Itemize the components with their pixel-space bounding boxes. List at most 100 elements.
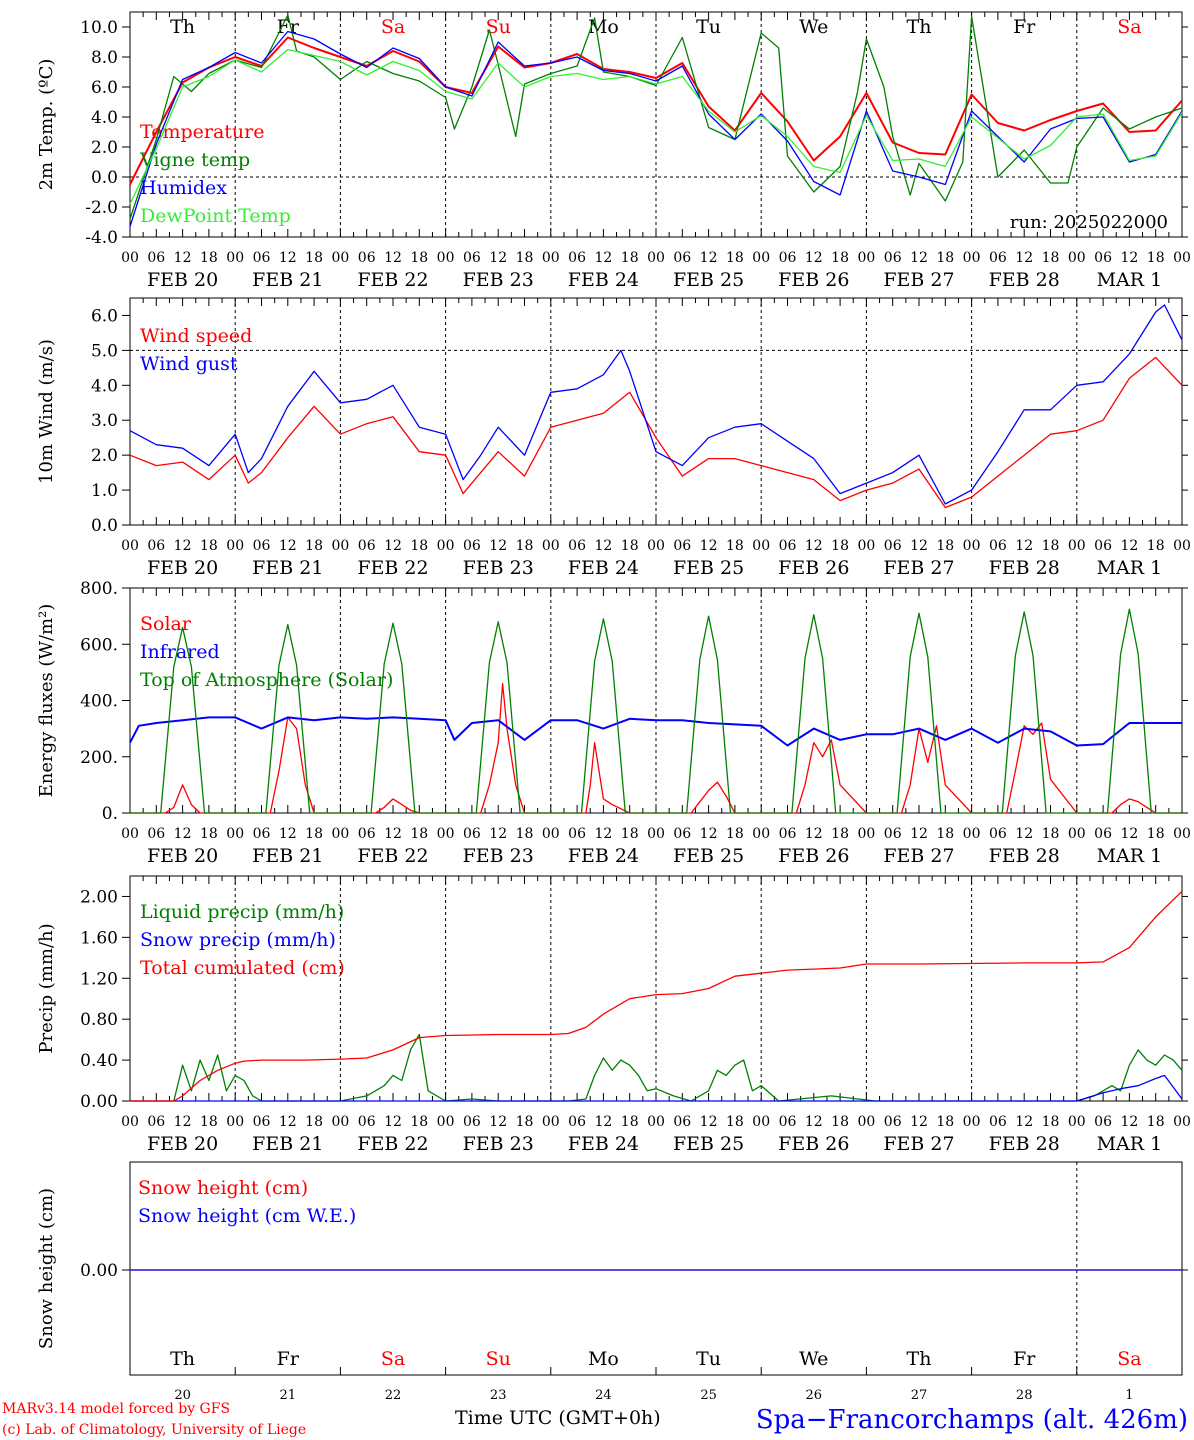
day-number-label: 25 <box>700 1388 717 1403</box>
hour-label: 12 <box>384 250 402 266</box>
hour-label: 18 <box>305 1114 323 1130</box>
day-name-label: We <box>799 16 828 38</box>
date-label: FEB 21 <box>252 269 323 291</box>
y-tick-label: 1.60 <box>80 928 118 948</box>
date-label: FEB 27 <box>883 845 954 867</box>
date-label: FEB 24 <box>568 557 639 579</box>
date-label: MAR 1 <box>1097 1133 1163 1155</box>
date-label: FEB 27 <box>883 557 954 579</box>
hour-label: 18 <box>410 826 428 842</box>
hour-label: 00 <box>857 1114 875 1130</box>
panel-5: 0.00 Snow height (cm) Th Fr Sa Su Mo Tu We Th Fr Sa… <box>36 1161 1188 1403</box>
y-axis-title: 2m Temp. (ºC) <box>36 59 57 191</box>
hour-label: 00 <box>331 538 349 554</box>
date-label: FEB 23 <box>463 1133 534 1155</box>
day-number-label: 1 <box>1125 1388 1133 1403</box>
hour-label: 18 <box>936 538 954 554</box>
hour-label: 12 <box>174 250 192 266</box>
date-label: FEB 26 <box>778 1133 849 1155</box>
hour-label: 12 <box>594 826 612 842</box>
hour-label: 18 <box>410 250 428 266</box>
day-name-label: Su <box>486 1348 511 1370</box>
legend-label: Snow height (cm W.E.) <box>138 1205 356 1227</box>
hour-label: 06 <box>989 250 1007 266</box>
day-number-label: 28 <box>1016 1388 1033 1403</box>
day-name-label: Th <box>907 16 932 38</box>
y-tick-label: 0. <box>102 804 118 824</box>
day-name-label: Fr <box>1013 1348 1036 1370</box>
hour-label: 18 <box>621 1114 639 1130</box>
hour-label: 06 <box>673 250 691 266</box>
y-tick-label: 6.0 <box>91 78 118 98</box>
hour-label: 12 <box>700 538 718 554</box>
hour-label: 00 <box>542 538 560 554</box>
hour-label: 06 <box>673 538 691 554</box>
hour-label: 00 <box>1068 826 1086 842</box>
hour-label: 18 <box>621 826 639 842</box>
legend-label: Solar <box>140 613 192 635</box>
date-label: FEB 28 <box>989 269 1060 291</box>
hour-label: 18 <box>516 250 534 266</box>
hour-label: 00 <box>963 250 981 266</box>
hour-label: 06 <box>673 826 691 842</box>
time-axis-label: Time UTC (GMT+0h) <box>455 1407 661 1429</box>
hour-label: 06 <box>779 250 797 266</box>
hour-label: 12 <box>805 538 823 554</box>
hour-label: 18 <box>410 1114 428 1130</box>
plot-frame <box>129 11 1183 238</box>
hour-label: 18 <box>516 826 534 842</box>
legend-label: Vigne temp <box>139 149 250 171</box>
panel-2: 0.0 1.0 2.0 3.0 4.0 5.0 6.0 10m Wind (m/s) 00 06 1… <box>36 297 1191 579</box>
y-tick-label: 0.80 <box>80 1010 118 1030</box>
hour-label: 06 <box>1094 250 1112 266</box>
hour-label: 00 <box>1068 538 1086 554</box>
y-tick-label: 2.0 <box>91 446 118 466</box>
date-label: FEB 28 <box>989 1133 1060 1155</box>
hour-label: 12 <box>910 826 928 842</box>
hour-label: 00 <box>963 1114 981 1130</box>
hour-label: 18 <box>1147 1114 1165 1130</box>
hour-label: 18 <box>831 1114 849 1130</box>
hour-label: 18 <box>200 826 218 842</box>
hour-label: 06 <box>253 826 271 842</box>
hour-label: 12 <box>384 826 402 842</box>
day-name-label: Th <box>170 16 195 38</box>
hour-label: 06 <box>989 538 1007 554</box>
legend-label: Total cumulated (cm) <box>140 957 345 979</box>
y-tick-label: 0.00 <box>80 1261 118 1281</box>
date-label: FEB 22 <box>357 845 428 867</box>
hour-label: 12 <box>489 1114 507 1130</box>
hour-label: 06 <box>358 538 376 554</box>
hour-label: 12 <box>1120 538 1138 554</box>
y-tick-label: 200. <box>80 748 118 768</box>
date-label: FEB 23 <box>463 269 534 291</box>
date-label: FEB 27 <box>883 269 954 291</box>
hour-label: 18 <box>936 250 954 266</box>
series-line-vigne-temp <box>129 14 1183 220</box>
hour-label: 06 <box>884 250 902 266</box>
hour-label: 00 <box>963 826 981 842</box>
hour-label: 18 <box>1042 1114 1060 1130</box>
date-label: FEB 24 <box>568 269 639 291</box>
date-label: FEB 25 <box>673 845 744 867</box>
hour-label: 18 <box>936 826 954 842</box>
hour-label: 12 <box>594 1114 612 1130</box>
y-tick-label: 2.0 <box>91 138 118 158</box>
hour-label: 06 <box>147 538 165 554</box>
hour-label: 00 <box>752 538 770 554</box>
hour-label: 18 <box>726 250 744 266</box>
hour-label: 00 <box>542 1114 560 1130</box>
hour-label: 00 <box>1173 826 1191 842</box>
day-number-label: 27 <box>911 1388 928 1403</box>
hour-label: 06 <box>884 1114 902 1130</box>
hour-label: 06 <box>1094 538 1112 554</box>
hour-label: 00 <box>857 826 875 842</box>
y-tick-label: 800. <box>80 579 118 599</box>
hour-label: 12 <box>700 826 718 842</box>
hour-label: 06 <box>253 538 271 554</box>
hour-label: 12 <box>805 1114 823 1130</box>
hour-label: 00 <box>226 826 244 842</box>
series-line-dewpoint-temp <box>129 48 1183 205</box>
series-line-wind-gust <box>129 304 1183 505</box>
hour-label: 00 <box>752 250 770 266</box>
